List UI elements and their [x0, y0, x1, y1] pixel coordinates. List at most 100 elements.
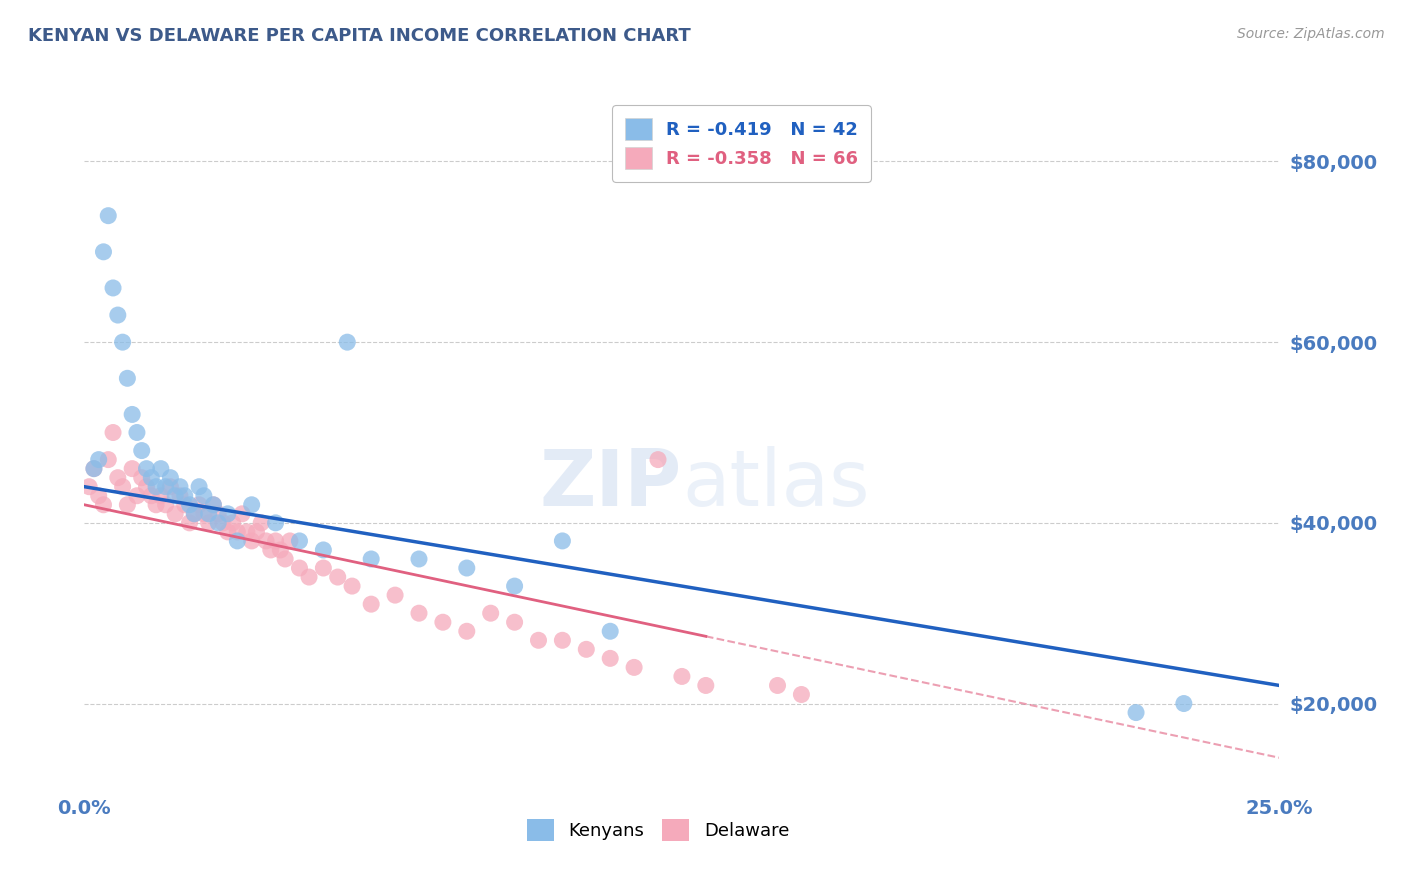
- Point: [101, 425, 124, 440]
- Point: [83, 461, 105, 475]
- Point: [269, 543, 291, 558]
- Point: [503, 615, 526, 630]
- Point: [165, 489, 187, 503]
- Point: [97, 209, 120, 223]
- Point: [155, 498, 177, 512]
- Point: [207, 507, 229, 521]
- Point: [193, 507, 215, 521]
- Point: [188, 480, 211, 494]
- Point: [179, 498, 201, 512]
- Point: [432, 615, 454, 630]
- Text: ZIP: ZIP: [540, 446, 682, 522]
- Point: [183, 507, 205, 521]
- Point: [599, 651, 621, 665]
- Point: [336, 335, 359, 350]
- Point: [207, 516, 229, 530]
- Point: [173, 489, 195, 503]
- Point: [479, 606, 502, 620]
- Point: [135, 461, 157, 475]
- Point: [575, 642, 598, 657]
- Point: [695, 678, 717, 692]
- Point: [217, 524, 239, 539]
- Point: [274, 552, 297, 566]
- Point: [141, 471, 163, 485]
- Point: [145, 480, 167, 494]
- Point: [97, 452, 120, 467]
- Point: [125, 489, 148, 503]
- Point: [260, 543, 283, 558]
- Point: [231, 507, 253, 521]
- Point: [264, 516, 287, 530]
- Point: [93, 244, 115, 259]
- Text: Source: ZipAtlas.com: Source: ZipAtlas.com: [1237, 27, 1385, 41]
- Point: [599, 624, 621, 639]
- Point: [202, 498, 225, 512]
- Point: [117, 498, 139, 512]
- Legend: Kenyans, Delaware: Kenyans, Delaware: [520, 812, 796, 848]
- Point: [193, 489, 215, 503]
- Point: [101, 281, 124, 295]
- Point: [456, 624, 478, 639]
- Point: [278, 533, 301, 548]
- Point: [360, 597, 382, 611]
- Point: [245, 524, 267, 539]
- Point: [212, 516, 235, 530]
- Point: [141, 489, 163, 503]
- Point: [312, 561, 335, 575]
- Point: [254, 533, 277, 548]
- Point: [408, 606, 430, 620]
- Point: [671, 669, 693, 683]
- Point: [551, 533, 574, 548]
- Point: [766, 678, 789, 692]
- Point: [250, 516, 273, 530]
- Point: [298, 570, 321, 584]
- Point: [121, 461, 143, 475]
- Point: [111, 480, 134, 494]
- Point: [790, 688, 813, 702]
- Point: [117, 371, 139, 385]
- Point: [197, 507, 219, 521]
- Point: [360, 552, 382, 566]
- Point: [165, 507, 187, 521]
- Point: [551, 633, 574, 648]
- Point: [503, 579, 526, 593]
- Point: [408, 552, 430, 566]
- Point: [77, 480, 100, 494]
- Point: [169, 480, 191, 494]
- Point: [1125, 706, 1147, 720]
- Point: [197, 516, 219, 530]
- Point: [527, 633, 550, 648]
- Point: [647, 452, 669, 467]
- Point: [131, 443, 153, 458]
- Text: atlas: atlas: [682, 446, 869, 522]
- Point: [264, 533, 287, 548]
- Point: [107, 308, 129, 322]
- Point: [149, 461, 172, 475]
- Point: [226, 533, 249, 548]
- Point: [340, 579, 363, 593]
- Point: [183, 507, 205, 521]
- Point: [135, 480, 157, 494]
- Point: [159, 471, 181, 485]
- Point: [125, 425, 148, 440]
- Point: [93, 498, 115, 512]
- Point: [288, 533, 311, 548]
- Point: [202, 498, 225, 512]
- Point: [173, 498, 195, 512]
- Point: [1173, 697, 1195, 711]
- Point: [159, 480, 181, 494]
- Point: [179, 516, 201, 530]
- Point: [111, 335, 134, 350]
- Point: [384, 588, 406, 602]
- Point: [131, 471, 153, 485]
- Point: [149, 489, 172, 503]
- Point: [169, 489, 191, 503]
- Point: [83, 461, 105, 475]
- Point: [623, 660, 645, 674]
- Point: [456, 561, 478, 575]
- Point: [236, 524, 259, 539]
- Text: KENYAN VS DELAWARE PER CAPITA INCOME CORRELATION CHART: KENYAN VS DELAWARE PER CAPITA INCOME COR…: [28, 27, 690, 45]
- Point: [121, 408, 143, 422]
- Point: [312, 543, 335, 558]
- Point: [226, 524, 249, 539]
